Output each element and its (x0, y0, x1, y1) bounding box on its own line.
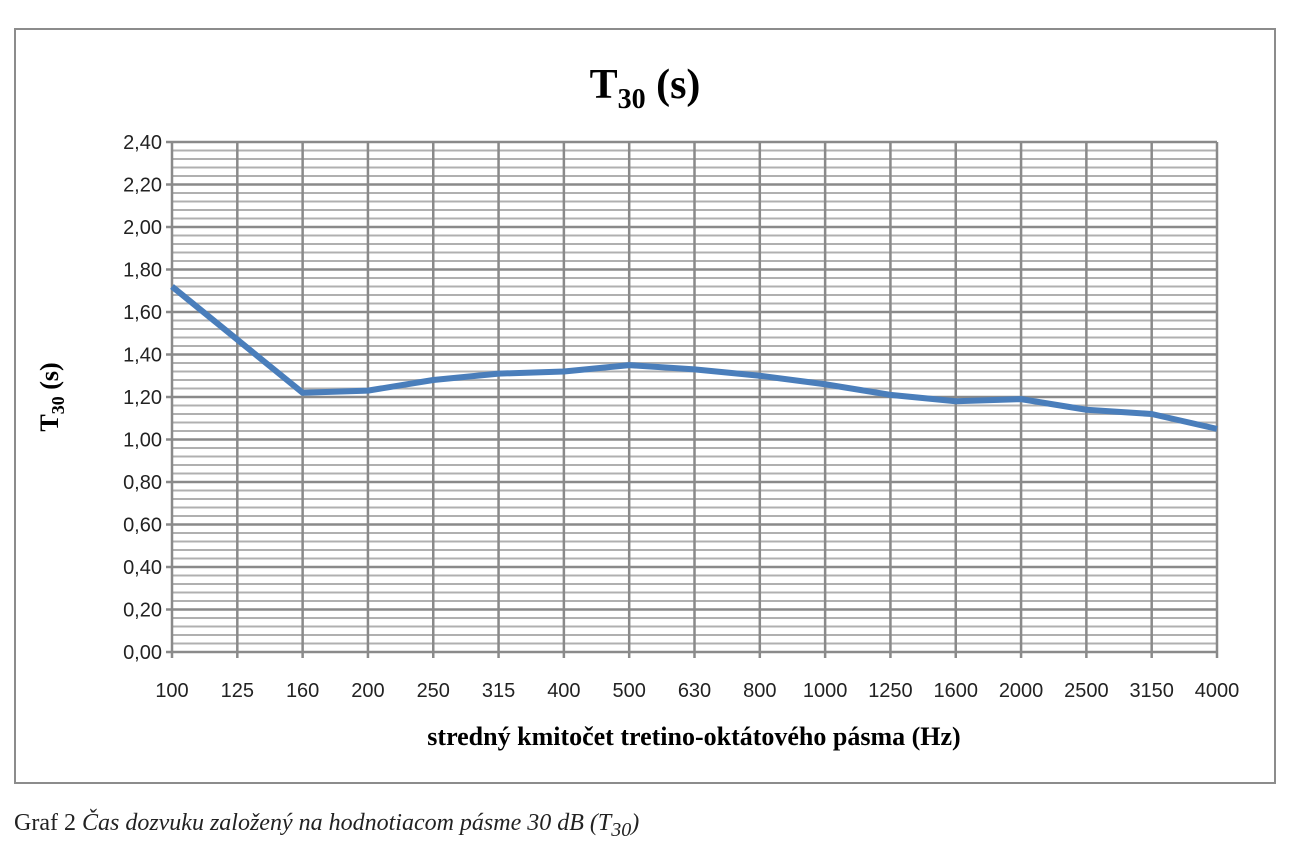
y-tick-label: 0,80 (123, 472, 162, 494)
series-line-t30 (170, 284, 1218, 432)
chart-frame (14, 28, 1276, 784)
x-tick-label: 2500 (1064, 680, 1109, 702)
x-tick-label: 4000 (1195, 680, 1240, 702)
y-tick-label: 1,20 (123, 387, 162, 409)
x-tick-label: 500 (613, 680, 646, 702)
x-tick-label: 630 (678, 680, 711, 702)
x-tick-label: 2000 (999, 680, 1044, 702)
x-tick-label: 1000 (803, 680, 848, 702)
x-tick-label: 125 (221, 680, 254, 702)
y-axis-label: T30 (s) (35, 362, 68, 431)
y-tick-label: 1,00 (123, 430, 162, 452)
x-tick-label: 800 (743, 680, 776, 702)
x-tick-label: 250 (417, 680, 450, 702)
x-tick-label: 1600 (934, 680, 979, 702)
y-tick-label: 0,00 (123, 642, 162, 664)
y-tick-label: 0,20 (123, 600, 162, 622)
y-tick-label: 2,20 (123, 175, 162, 197)
x-tick-label: 1250 (868, 680, 913, 702)
y-tick-label: 0,60 (123, 515, 162, 537)
chart-title: T30 (s) (590, 62, 701, 115)
figure-caption: Graf 2 Čas dozvuku založený na hodnotiac… (14, 810, 640, 841)
x-tick-label: 315 (482, 680, 515, 702)
y-tick-label: 1,40 (123, 345, 162, 367)
y-tick-label: 1,60 (123, 302, 162, 324)
x-axis-label: stredný kmitočet tretino-oktátového pásm… (427, 722, 960, 751)
y-tick-label: 0,40 (123, 557, 162, 579)
x-tick-label: 3150 (1129, 680, 1174, 702)
x-tick-label: 200 (351, 680, 384, 702)
x-tick-label: 160 (286, 680, 319, 702)
x-tick-label: 400 (547, 680, 580, 702)
x-tick-label: 100 (155, 680, 188, 702)
y-tick-label: 2,00 (123, 217, 162, 239)
y-tick-label: 2,40 (123, 132, 162, 154)
y-tick-label: 1,80 (123, 260, 162, 282)
